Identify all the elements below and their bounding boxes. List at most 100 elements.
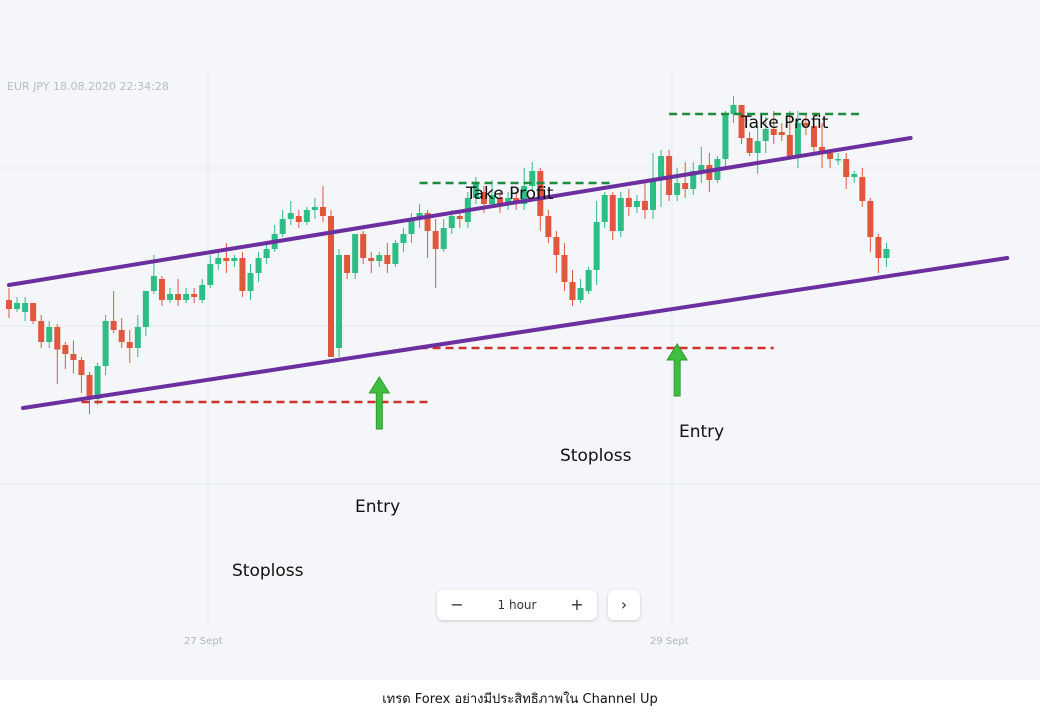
stoploss-label-2: Stoploss: [560, 446, 632, 466]
candle-down: [859, 177, 866, 201]
candle-down: [432, 231, 439, 249]
candle-down: [62, 345, 69, 354]
candle-down: [867, 201, 874, 237]
candle-down: [545, 216, 552, 237]
candle-up: [440, 228, 447, 249]
candle-down: [537, 171, 544, 216]
candle-up: [754, 141, 761, 153]
candle-up: [303, 210, 310, 222]
candle-up: [762, 129, 769, 141]
candle-down: [328, 216, 334, 357]
candle-down: [70, 354, 77, 360]
candle-up: [46, 327, 53, 342]
candles: [6, 96, 890, 414]
take-profit-label-1: Take Profit: [466, 184, 554, 204]
candle-down: [738, 105, 745, 138]
candle-up: [183, 294, 190, 300]
entry-arrows: [368, 343, 689, 430]
candle-up: [416, 213, 423, 219]
candle-down: [682, 183, 689, 189]
candle-down: [497, 198, 504, 204]
candle-down: [110, 321, 117, 330]
candle-down: [223, 258, 230, 261]
candle-up: [142, 291, 149, 327]
candle-up: [633, 201, 640, 207]
candle-up: [150, 276, 157, 291]
candle-up: [650, 180, 656, 210]
candle-up: [247, 273, 254, 291]
instrument-datetime-label: EUR JPY 18.08.2020 22:34:28: [7, 80, 169, 93]
x-tick-27-sept: 27 Sept: [184, 636, 223, 647]
candle-down: [384, 255, 391, 264]
candle-up: [263, 249, 270, 258]
x-tick-29-sept: 29 Sept: [650, 636, 689, 647]
candle-up: [94, 366, 101, 399]
candle-down: [875, 237, 882, 258]
candle-up: [730, 105, 737, 114]
caption-text: เทรด Forex อย่างมีประสิทธิภาพใน Channel …: [382, 692, 658, 707]
candle-up: [167, 294, 173, 300]
candle-up: [215, 258, 222, 264]
take-profit-label-2: Take Profit: [741, 113, 829, 133]
stoploss-label-1: Stoploss: [232, 561, 304, 581]
candle-down: [746, 138, 753, 153]
candle-down: [641, 201, 648, 210]
candle-down: [360, 234, 367, 258]
channel-lines: [7, 136, 1010, 410]
candle-down: [30, 303, 37, 321]
candle-down: [778, 132, 785, 135]
candle-down: [456, 216, 463, 219]
candle-down: [239, 258, 246, 291]
candle-down: [609, 195, 616, 231]
candle-up: [392, 243, 399, 264]
candle-up: [505, 198, 512, 204]
candle-up: [690, 171, 697, 189]
candle-up: [521, 186, 528, 204]
candle-up: [336, 255, 343, 348]
candle-up: [472, 183, 479, 198]
candle-down: [802, 123, 809, 126]
candle-down: [344, 255, 351, 273]
candle-up: [835, 159, 842, 161]
candle-down: [368, 258, 375, 261]
candle-down: [553, 237, 560, 255]
candle-up: [134, 327, 141, 348]
candle-up: [722, 114, 729, 159]
candle-up: [22, 303, 29, 312]
entry-label-2: Entry: [679, 422, 725, 442]
candle-up: [883, 249, 890, 258]
candle-down: [561, 255, 568, 282]
candle-up: [529, 171, 536, 186]
candle-up: [851, 174, 858, 177]
candle-up: [400, 234, 407, 243]
candle-up: [207, 264, 214, 285]
candle-down: [86, 375, 93, 399]
grid-lines: [0, 70, 1040, 628]
zoom-in-button[interactable]: +: [570, 595, 584, 614]
chart-area[interactable]: EUR JPY 18.08.2020 22:34:28 27 Sept 29 S…: [0, 0, 1040, 680]
candle-down: [158, 279, 165, 300]
next-chevron-button[interactable]: ›: [608, 590, 640, 620]
candle-down: [811, 126, 817, 147]
candle-up: [199, 285, 206, 300]
candle-up: [674, 183, 681, 195]
candlestick-chart: [0, 70, 1040, 628]
price-levels: [81, 112, 863, 404]
candle-up: [577, 288, 584, 300]
candle-down: [569, 282, 576, 300]
candle-down: [625, 198, 632, 207]
zoom-out-button[interactable]: −: [450, 595, 464, 614]
candle-up: [698, 165, 705, 171]
candle-down: [126, 342, 133, 348]
candle-down: [480, 192, 487, 204]
candle-down: [424, 213, 431, 231]
candle-up: [311, 207, 318, 210]
candle-up: [287, 213, 294, 219]
candle-down: [175, 294, 182, 300]
candle-down: [6, 300, 12, 309]
candle-up: [658, 156, 665, 180]
candle-up: [102, 321, 109, 366]
channel-lower-line: [21, 256, 1010, 410]
candle-up: [593, 222, 600, 270]
candle-up: [489, 195, 495, 204]
